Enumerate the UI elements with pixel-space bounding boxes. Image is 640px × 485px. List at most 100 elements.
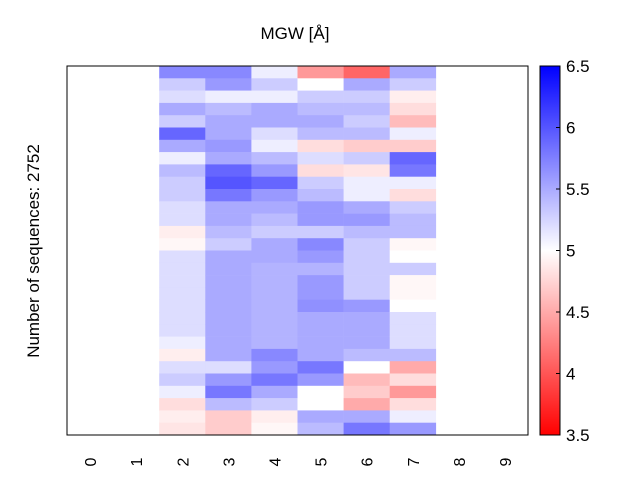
heatmap-cell <box>205 348 252 362</box>
heatmap-cell <box>159 262 206 276</box>
heatmap-cell <box>343 225 390 239</box>
heatmap-cell <box>297 201 344 214</box>
heatmap-cell <box>205 287 252 300</box>
colorbar-ticks: 3.5 4 4.5 5 5.5 6 6.5 <box>556 57 590 445</box>
heatmap-cell <box>251 152 298 165</box>
heatmap-cell <box>251 238 298 251</box>
heatmap-cell <box>343 398 390 411</box>
heatmap-cell <box>297 275 344 288</box>
heatmap-cell <box>251 66 298 79</box>
heatmap-cell <box>389 348 437 362</box>
heatmap-cell <box>297 336 344 350</box>
heatmap-cell <box>297 164 344 177</box>
x-tick-label: 4 <box>267 457 284 466</box>
heatmap-cell <box>343 127 390 141</box>
heatmap-cell <box>343 361 390 374</box>
x-tick-label: 6 <box>360 457 377 466</box>
heatmap-cell <box>159 127 206 141</box>
heatmap-cell <box>159 213 206 227</box>
y-axis-label: Number of sequences: 2752 <box>24 144 43 358</box>
heatmap-cell <box>343 250 390 264</box>
heatmap-cell <box>343 336 390 350</box>
heatmap-cell <box>297 213 344 227</box>
colorbar-tick-label: 3.5 <box>566 426 590 445</box>
heatmap-cell <box>159 324 206 337</box>
heatmap-cell <box>343 152 390 165</box>
heatmap-cell <box>159 275 206 288</box>
plot-frame <box>66 65 529 436</box>
heatmap-cell <box>389 90 437 104</box>
colorbar-tick-label: 5.5 <box>566 180 590 199</box>
heatmap-cell <box>251 189 298 202</box>
heatmap-cell <box>343 78 390 91</box>
heatmap-cell <box>389 189 437 202</box>
heatmap-cell <box>251 90 298 104</box>
heatmap-cell <box>205 324 252 337</box>
heatmap-cell <box>297 238 344 251</box>
heatmap-cells <box>159 66 437 436</box>
heatmap-cell <box>159 102 206 116</box>
heatmap-cell <box>389 201 437 214</box>
heatmap-cell <box>343 373 390 387</box>
heatmap-cell <box>251 336 298 350</box>
heatmap-cell <box>205 262 252 276</box>
heatmap-cell <box>251 250 298 264</box>
heatmap-cell <box>205 238 252 251</box>
heatmap-cell <box>159 398 206 411</box>
heatmap-cell <box>205 336 252 350</box>
heatmap-cell <box>343 299 390 313</box>
x-tick-label: 1 <box>129 457 146 466</box>
heatmap-cell <box>297 262 344 276</box>
heatmap-cell <box>297 90 344 104</box>
heatmap-cell <box>251 127 298 141</box>
heatmap-cell <box>159 115 206 128</box>
heatmap-cell <box>389 299 437 313</box>
colorbar-tick-label: 4.5 <box>566 303 590 322</box>
colorbar-tick-label: 6.5 <box>566 57 590 76</box>
x-tick-label: 3 <box>221 457 238 466</box>
heatmap-cell <box>251 385 298 399</box>
heatmap-cell <box>205 152 252 165</box>
heatmap-cell <box>251 225 298 239</box>
heatmap-cell <box>251 312 298 325</box>
heatmap-cell <box>389 287 437 300</box>
heatmap-cell <box>297 139 344 153</box>
heatmap-cell <box>297 361 344 374</box>
heatmap-cell <box>297 127 344 141</box>
heatmap-cell <box>389 127 437 141</box>
heatmap-cell <box>205 299 252 313</box>
heatmap-cell <box>343 422 390 436</box>
heatmap-cell <box>159 66 206 79</box>
heatmap-cell <box>251 213 298 227</box>
heatmap-cell <box>251 102 298 116</box>
heatmap-cell <box>389 324 437 337</box>
heatmap-cell <box>343 213 390 227</box>
heatmap-cell <box>297 410 344 423</box>
heatmap-cell <box>297 373 344 387</box>
heatmap-cell <box>389 262 437 276</box>
heatmap-cell <box>159 410 206 423</box>
heatmap-cell <box>343 385 390 399</box>
heatmap-cell <box>205 410 252 423</box>
heatmap-cell <box>297 102 344 116</box>
heatmap-cell <box>251 201 298 214</box>
chart-title: MGW [Å] <box>261 24 330 43</box>
x-tick-label: 7 <box>406 457 423 466</box>
heatmap-cell <box>343 410 390 423</box>
heatmap-cell <box>251 361 298 374</box>
heatmap-cell <box>343 312 390 325</box>
heatmap-cell <box>297 287 344 300</box>
heatmap-cell <box>389 238 437 251</box>
heatmap-cell <box>251 299 298 313</box>
heatmap-cell <box>297 115 344 128</box>
heatmap-cell <box>343 238 390 251</box>
x-tick-label: 8 <box>452 457 469 466</box>
heatmap-cell <box>297 299 344 313</box>
heatmap-cell <box>205 385 252 399</box>
heatmap-cell <box>297 176 344 190</box>
heatmap-cell <box>205 361 252 374</box>
heatmap-cell <box>389 398 437 411</box>
heatmap-cell <box>251 398 298 411</box>
heatmap-cell <box>389 312 437 325</box>
heatmap-cell <box>343 164 390 177</box>
